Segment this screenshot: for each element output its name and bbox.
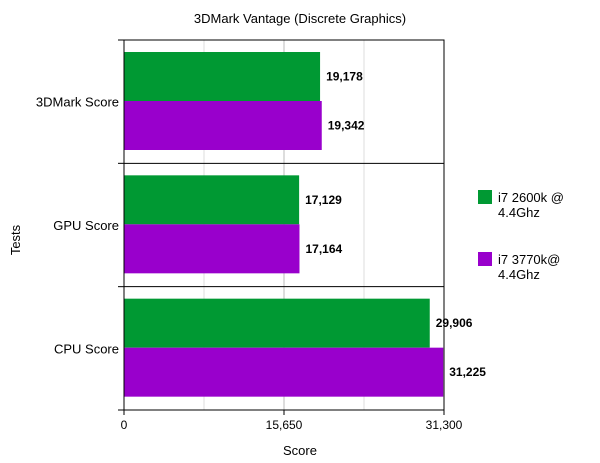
category-label: CPU Score (54, 341, 119, 356)
bars (124, 52, 444, 397)
chart-title: 3DMark Vantage (Discrete Graphics) (194, 11, 406, 26)
y-axis-label: Tests (8, 224, 23, 255)
bar (124, 347, 444, 397)
x-axis-label: Score (283, 443, 317, 458)
data-label: 17,129 (305, 193, 342, 207)
bar (124, 52, 321, 101)
legend-swatch (478, 190, 492, 204)
x-tick-label: 0 (121, 418, 128, 432)
data-label: 19,178 (326, 70, 363, 84)
legend-label: i7 3770k@ 4.4Ghz (498, 252, 560, 282)
category-labels: 3DMark Score GPU Score CPU Score (36, 95, 119, 357)
data-label: 31,225 (449, 365, 486, 379)
legend-swatch (478, 252, 492, 266)
x-tick-label: 15,650 (266, 418, 303, 432)
data-label: 19,342 (328, 119, 365, 133)
bar (124, 101, 322, 150)
bar (124, 224, 300, 274)
data-labels: 19,178 19,342 17,129 17,164 29,906 31,225 (305, 70, 486, 380)
category-label: GPU Score (53, 218, 119, 233)
data-label: 29,906 (436, 316, 473, 330)
legend-label: i7 2600k @4.4Ghz (498, 190, 564, 220)
bar (124, 175, 300, 225)
legend: i7 2600k @4.4Ghz i7 3770k@ 4.4Ghz (478, 190, 564, 282)
bar (124, 298, 430, 348)
x-ticks: 0 15,650 31,300 (121, 410, 463, 432)
data-label: 17,164 (305, 242, 342, 256)
x-tick-label: 31,300 (426, 418, 463, 432)
category-label: 3DMark Score (36, 95, 119, 110)
